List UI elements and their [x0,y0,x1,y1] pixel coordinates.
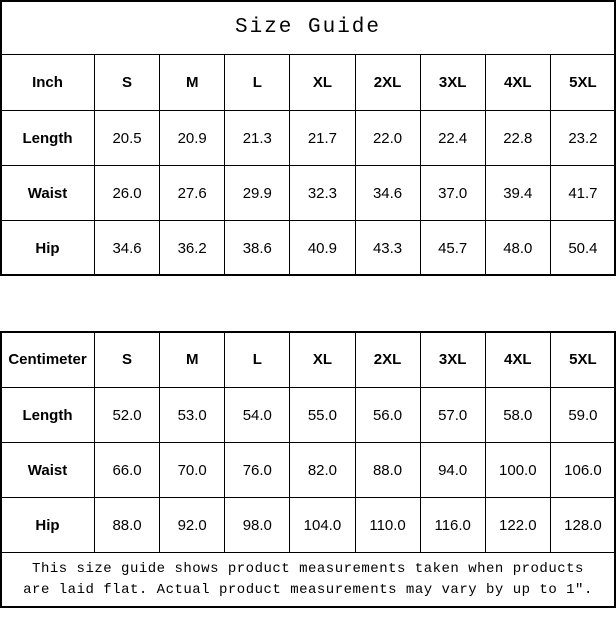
measurement-value: 29.9 [224,165,291,221]
measurement-value: 48.0 [484,220,551,276]
centimeter-size-table: Centimeter S M L XL 2XL 3XL 4XL 5XL Leng… [0,331,616,608]
inch-header-row: Inch S M L XL 2XL 3XL 4XL 5XL [0,54,616,111]
size-header-5xl: 5XL [549,54,616,111]
size-header-4xl: 4XL [484,54,551,111]
measurement-value: 58.0 [484,387,551,443]
inch-size-table: Size Guide Inch S M L XL 2XL 3XL 4XL 5XL… [0,0,616,276]
centimeter-length-row: Length 52.0 53.0 54.0 55.0 56.0 57.0 58.… [0,387,616,443]
measurement-label: Waist [0,442,95,498]
size-header-2xl: 2XL [354,331,421,388]
measurement-value: 82.0 [289,442,356,498]
measurement-label: Hip [0,220,95,276]
measurement-value: 38.6 [224,220,291,276]
measurement-value: 34.6 [354,165,421,221]
measurement-label: Length [0,387,95,443]
measurement-value: 32.3 [289,165,356,221]
size-header-l: L [224,54,291,111]
size-header-s: S [93,54,161,111]
measurement-value: 88.0 [354,442,421,498]
footnote-line-2: are laid flat. Actual product measuremen… [23,582,593,598]
measurement-value: 37.0 [419,165,486,221]
inch-waist-row: Waist 26.0 27.6 29.9 32.3 34.6 37.0 39.4… [0,165,616,221]
measurement-value: 128.0 [549,497,616,553]
measurement-label: Length [0,110,95,166]
inch-unit-header: Inch [0,54,95,111]
measurement-value: 34.6 [93,220,161,276]
measurement-value: 36.2 [159,220,226,276]
size-header-xl: XL [289,54,356,111]
measurement-value: 88.0 [93,497,161,553]
footnote-row: This size guide shows product measuremen… [0,552,616,608]
measurement-value: 70.0 [159,442,226,498]
measurement-value: 100.0 [484,442,551,498]
measurement-value: 57.0 [419,387,486,443]
measurement-value: 54.0 [224,387,291,443]
size-header-3xl: 3XL [419,331,486,388]
measurement-value: 20.5 [93,110,161,166]
size-header-4xl: 4XL [484,331,551,388]
measurement-value: 76.0 [224,442,291,498]
inch-hip-row: Hip 34.6 36.2 38.6 40.9 43.3 45.7 48.0 5… [0,220,616,276]
table-separator-gap [0,276,616,331]
measurement-value: 23.2 [549,110,616,166]
measurement-value: 22.4 [419,110,486,166]
measurement-label: Hip [0,497,95,553]
measurement-value: 22.0 [354,110,421,166]
measurement-value: 56.0 [354,387,421,443]
measurement-value: 27.6 [159,165,226,221]
measurement-value: 22.8 [484,110,551,166]
measurement-value: 21.3 [224,110,291,166]
measurement-value: 92.0 [159,497,226,553]
measurement-value: 122.0 [484,497,551,553]
measurement-value: 106.0 [549,442,616,498]
measurement-value: 53.0 [159,387,226,443]
measurement-value: 41.7 [549,165,616,221]
centimeter-waist-row: Waist 66.0 70.0 76.0 82.0 88.0 94.0 100.… [0,442,616,498]
measurement-value: 40.9 [289,220,356,276]
measurement-value: 104.0 [289,497,356,553]
inch-length-row: Length 20.5 20.9 21.3 21.7 22.0 22.4 22.… [0,110,616,166]
measurement-value: 43.3 [354,220,421,276]
measurement-value: 98.0 [224,497,291,553]
footnote-text: This size guide shows product measuremen… [0,552,616,608]
measurement-value: 45.7 [419,220,486,276]
page-title: Size Guide [0,0,616,55]
measurement-value: 39.4 [484,165,551,221]
measurement-value: 116.0 [419,497,486,553]
centimeter-hip-row: Hip 88.0 92.0 98.0 104.0 110.0 116.0 122… [0,497,616,553]
centimeter-unit-header: Centimeter [0,331,95,388]
size-header-5xl: 5XL [549,331,616,388]
measurement-value: 94.0 [419,442,486,498]
title-row: Size Guide [0,0,616,55]
centimeter-header-row: Centimeter S M L XL 2XL 3XL 4XL 5XL [0,331,616,388]
measurement-value: 55.0 [289,387,356,443]
measurement-value: 52.0 [93,387,161,443]
measurement-value: 110.0 [354,497,421,553]
measurement-value: 20.9 [159,110,226,166]
size-header-m: M [159,331,226,388]
measurement-value: 59.0 [549,387,616,443]
measurement-label: Waist [0,165,95,221]
measurement-value: 50.4 [549,220,616,276]
measurement-value: 21.7 [289,110,356,166]
measurement-value: 26.0 [93,165,161,221]
size-header-m: M [159,54,226,111]
size-header-l: L [224,331,291,388]
size-header-2xl: 2XL [354,54,421,111]
size-header-3xl: 3XL [419,54,486,111]
size-header-s: S [93,331,161,388]
measurement-value: 66.0 [93,442,161,498]
size-header-xl: XL [289,331,356,388]
footnote-line-1: This size guide shows product measuremen… [32,561,584,577]
